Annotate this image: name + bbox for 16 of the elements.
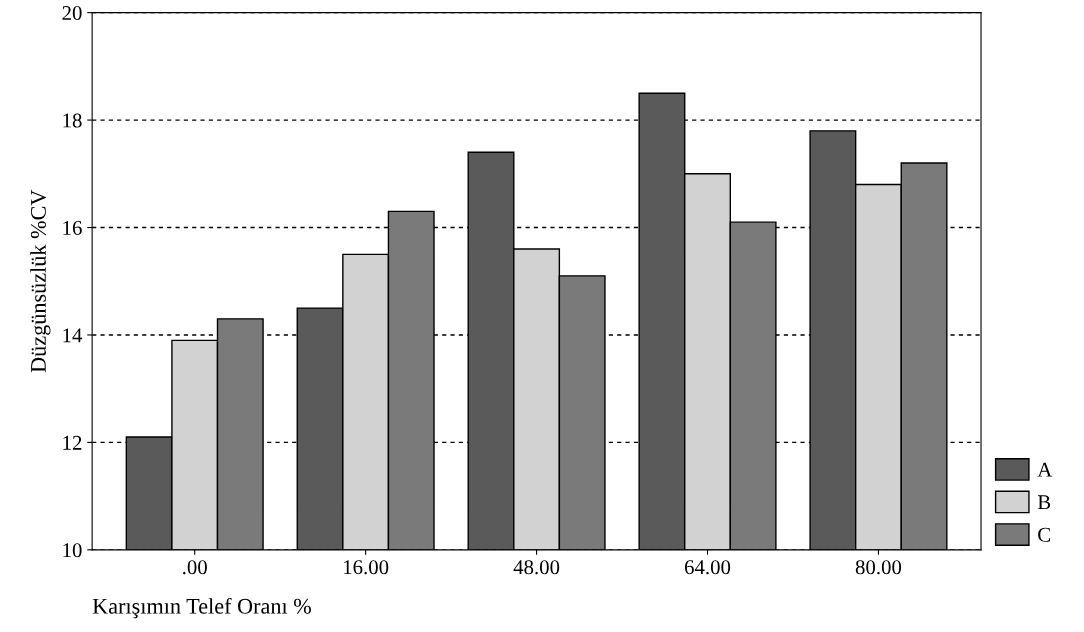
y-tick-label: 12 <box>63 435 82 450</box>
legend-label: C <box>1038 527 1051 542</box>
y-tick-label: 16 <box>63 220 82 235</box>
y-tick-label: 10 <box>63 543 82 558</box>
y-tick-label: 18 <box>63 113 82 128</box>
legend-label: A <box>1037 462 1053 477</box>
x-tick-label: 48.00 <box>513 560 560 575</box>
y-axis-title: Düzgünsüzlük %CV <box>30 189 51 373</box>
legend-label: B <box>1037 495 1051 510</box>
y-tick-label: 20 <box>62 6 82 21</box>
x-axis-title: Karışımın Telef Oranı % <box>92 597 311 619</box>
x-tick-label: .00 <box>183 560 207 575</box>
x-tick-label: 16.00 <box>344 560 389 575</box>
y-tick-label: 14 <box>63 328 83 343</box>
x-tick-label: 80.00 <box>855 560 902 575</box>
x-tick-label: 64.00 <box>684 560 731 575</box>
